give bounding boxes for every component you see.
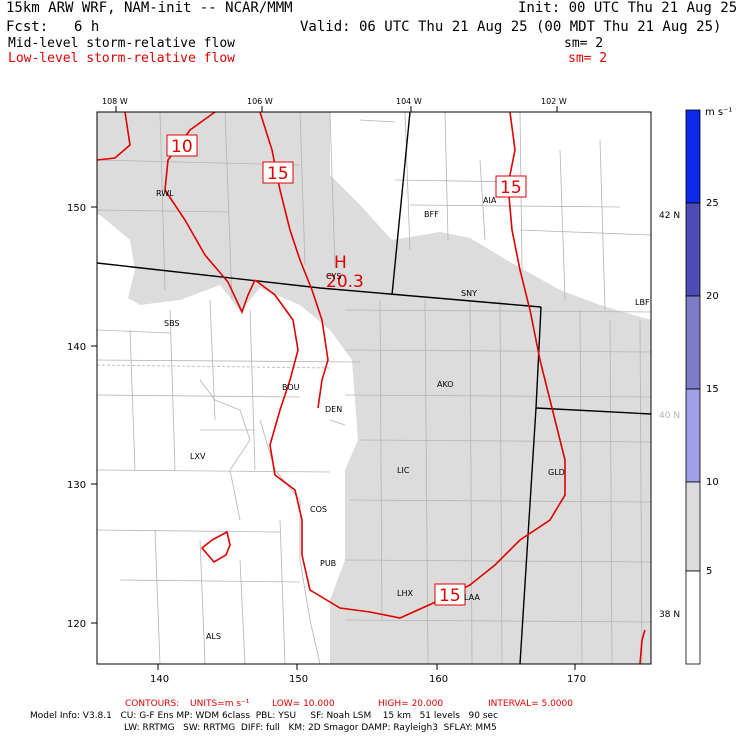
longitude-label: 106 W — [247, 97, 273, 106]
latitude-label: 42 N — [659, 211, 680, 221]
forecast-hour: 6 h — [74, 19, 100, 35]
state-boundaries — [97, 112, 651, 664]
high-symbol: H — [334, 253, 347, 273]
y-tick-label: 150 — [67, 203, 86, 214]
station-labels: RWL BFF AIA CYS SNY LBF SBS BOU AKO DEN … — [156, 189, 650, 641]
latitude-labels: 42 N 40 N 38 N — [659, 211, 680, 620]
station-label: LAA — [464, 593, 480, 602]
station-label: PUB — [320, 559, 336, 568]
station-label: LBF — [635, 298, 650, 307]
colorbar-label: 20 — [706, 291, 719, 302]
x-tick-label: 140 — [150, 674, 169, 685]
model-title: 15km ARW WRF, NAM-init -- NCAR/MMM — [6, 0, 293, 16]
station-label: LHX — [397, 589, 413, 598]
contour-label-15: 15 — [500, 178, 522, 198]
longitude-label: 108 W — [102, 97, 128, 106]
contours-label: CONTOURS: — [125, 699, 180, 709]
station-label: LXV — [190, 452, 206, 461]
longitude-label: 102 W — [541, 97, 567, 106]
station-label: COS — [310, 505, 327, 514]
colorbar-label: 10 — [706, 477, 719, 488]
high-value: 20.3 — [326, 272, 364, 292]
station-label: ALS — [206, 632, 221, 641]
field1-title: Mid-level storm-relative flow — [8, 36, 235, 51]
contour-label-15: 15 — [439, 586, 461, 606]
init-time: Init: 00 UTC Thu 21 Aug 25 — [518, 0, 738, 16]
longitude-label: 104 W — [396, 97, 422, 106]
forecast-label: Fcst: — [6, 19, 49, 35]
y-tick-label: 120 — [67, 619, 86, 630]
station-label: RWL — [156, 189, 174, 198]
contours-high: HIGH= 20.000 — [378, 699, 444, 709]
station-label: AKO — [437, 380, 454, 389]
axis-ticks — [91, 106, 576, 670]
contour-labels: 10 15 15 15 — [166, 134, 527, 606]
station-label: BOU — [282, 383, 300, 392]
y-tick-label: 140 — [67, 342, 86, 353]
station-label: BFF — [424, 210, 439, 219]
contours-low: LOW= 10.000 — [272, 699, 335, 709]
model-info-line1: Model Info: V3.8.1 CU: G-F Ens MP: WDM 6… — [30, 711, 499, 721]
colorbar-label: 15 — [706, 384, 719, 395]
field1-smoothing: sm= 2 — [564, 36, 604, 51]
shaded-region — [97, 112, 120, 150]
field2-smoothing: sm= 2 — [568, 51, 608, 66]
station-label: LIC — [397, 466, 410, 475]
y-tick-label: 130 — [67, 480, 86, 491]
county-lines — [97, 112, 651, 664]
station-label: CYS — [326, 272, 341, 281]
station-label: GLD — [548, 468, 565, 477]
contour-label-10: 10 — [171, 137, 193, 157]
latitude-label: 40 N — [659, 411, 680, 421]
latitude-label: 38 N — [659, 610, 680, 620]
field2-title: Low-level storm-relative flow — [8, 51, 235, 66]
station-label: AIA — [483, 196, 497, 205]
colorbar-units: m s⁻¹ — [705, 107, 733, 118]
contours-units: UNITS=m s⁻¹ — [190, 699, 250, 709]
x-tick-label: 150 — [289, 674, 308, 685]
colorbar-label: 25 — [706, 198, 719, 209]
colorbar — [685, 109, 701, 665]
x-tick-label: 160 — [429, 674, 448, 685]
model-info-line2: LW: RRTMG SW: RRTMG DIFF: full KM: 2D Sm… — [124, 723, 497, 733]
contour-label-15: 15 — [267, 164, 289, 184]
contours-interval: INTERVAL= 5.0000 — [488, 699, 573, 709]
station-label: SBS — [164, 319, 180, 328]
longitude-labels: 108 W 106 W 104 W 102 W — [102, 97, 567, 106]
station-label: SNY — [461, 289, 477, 298]
grid-index-labels: 140 150 160 170 150 140 130 120 — [67, 203, 586, 685]
x-tick-label: 170 — [567, 674, 586, 685]
colorbar-label: 5 — [706, 566, 713, 577]
shaded-region — [97, 112, 651, 664]
valid-time: Valid: 06 UTC Thu 21 Aug 25 (00 MDT Thu … — [300, 19, 722, 35]
station-label: DEN — [325, 405, 342, 414]
plot-frame — [96, 111, 652, 665]
